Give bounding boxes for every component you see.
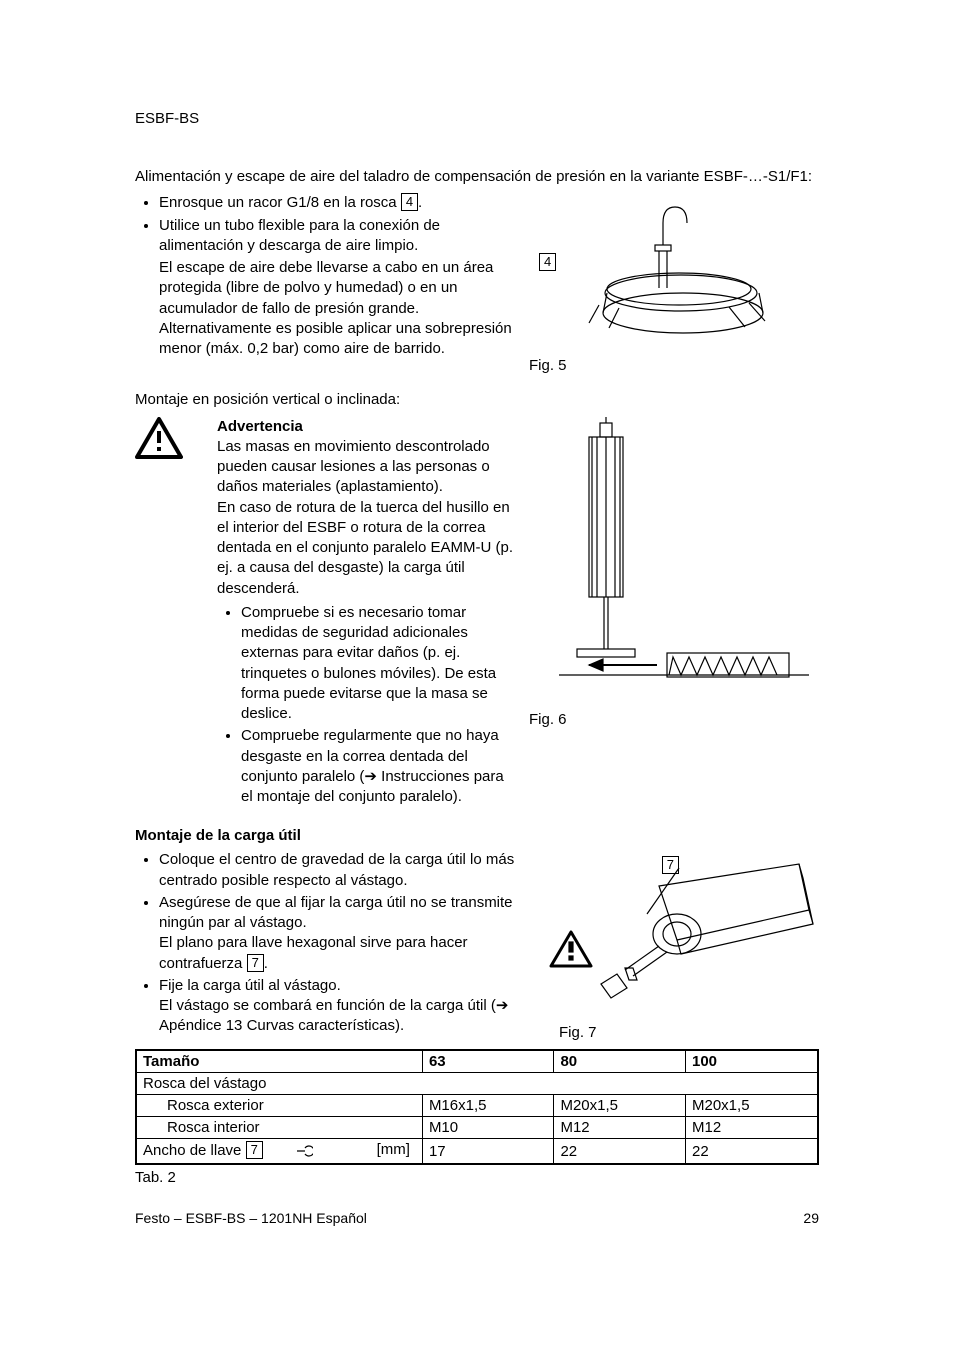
row-wrench-63: 17 (422, 1139, 554, 1165)
row-ext-63: M16x1,5 (422, 1095, 554, 1117)
bullet-text: Enrosque un racor G1/8 en la rosca (159, 194, 397, 211)
vertical-mount-text: Montaje en posición vertical o inclinada… (135, 390, 819, 410)
warning-p1: Las masas en movimiento descontrolado pu… (217, 437, 517, 498)
wrench-pre: Ancho de llave (143, 1142, 241, 1159)
thread-table: Tamaño 63 80 100 Rosca del vástago Rosca… (135, 1049, 819, 1165)
wrench-unit: [mm] (377, 1141, 416, 1158)
wrench-icon (295, 1144, 313, 1161)
row-wrench-80: 22 (554, 1139, 686, 1165)
fig6-label: Fig. 6 (529, 711, 819, 728)
figure-5: 4 (529, 193, 819, 353)
warning-icon (135, 417, 205, 464)
figure-6 (529, 417, 819, 707)
page-header: ESBF-BS (135, 110, 819, 127)
payload-sub1b: . (264, 955, 268, 972)
fig7-label: Fig. 7 (559, 1024, 819, 1041)
bullet-tail: . (418, 194, 422, 211)
payload-bullet-3: Fije la carga útil al vástago. El vástag… (159, 976, 517, 1037)
callout-7-inline: 7 (247, 954, 264, 972)
row-int-label: Rosca interior (136, 1117, 422, 1139)
payload-b3-text: Fije la carga útil al vástago. (159, 977, 341, 994)
row-rosca-span: Rosca del vástago (136, 1073, 818, 1095)
payload-b2-text: Asegúrese de que al fijar la carga útil … (159, 894, 513, 931)
row-int-63: M10 (422, 1117, 554, 1139)
warning-bullet-1: Compruebe si es necesario tomar medidas … (241, 603, 517, 725)
bullet-enrosque: Enrosque un racor G1/8 en la rosca 4. (159, 193, 517, 213)
payload-sub1a: El plano para llave hexagonal sirve para… (159, 934, 468, 971)
payload-title: Montaje de la carga útil (135, 827, 819, 844)
callout-7-table: 7 (246, 1141, 263, 1159)
tab2-label: Tab. 2 (135, 1169, 819, 1186)
escape-text: El escape de aire debe llevarse a cabo e… (159, 258, 517, 359)
row-ext-label: Rosca exterior (136, 1095, 422, 1117)
footer-left: Festo – ESBF-BS – 1201NH Español (135, 1210, 367, 1226)
th-80: 80 (554, 1050, 686, 1073)
row-int-100: M12 (686, 1117, 819, 1139)
callout-7-fig: 7 (662, 856, 679, 874)
figure-7: 7 (529, 850, 819, 1020)
payload-bullet-1: Coloque el centro de gravedad de la carg… (159, 850, 517, 891)
th-100: 100 (686, 1050, 819, 1073)
th-tamano: Tamaño (136, 1050, 422, 1073)
warning-bullet-2: Compruebe regularmente que no haya desga… (241, 726, 517, 807)
intro-text: Alimentación y escape de aire del taladr… (135, 167, 819, 187)
fig5-label: Fig. 5 (529, 357, 819, 374)
callout-4-inline: 4 (401, 193, 418, 211)
warning-title: Advertencia (217, 417, 517, 437)
row-ext-80: M20x1,5 (554, 1095, 686, 1117)
warning-p2: En caso de rotura de la tuerca del husil… (217, 498, 517, 599)
bullet-tubo: Utilice un tubo flexible para la conexió… (159, 216, 517, 257)
row-ext-100: M20x1,5 (686, 1095, 819, 1117)
callout-4-fig: 4 (539, 253, 556, 271)
payload-bullet-2: Asegúrese de que al fijar la carga útil … (159, 893, 517, 974)
th-63: 63 (422, 1050, 554, 1073)
payload-sub1: El plano para llave hexagonal sirve para… (159, 933, 517, 974)
payload-sub2: El vástago se combará en función de la c… (159, 996, 517, 1037)
row-wrench-label: Ancho de llave 7 [mm] (136, 1139, 422, 1165)
row-wrench-100: 22 (686, 1139, 819, 1165)
footer-page-number: 29 (803, 1210, 819, 1226)
row-int-80: M12 (554, 1117, 686, 1139)
